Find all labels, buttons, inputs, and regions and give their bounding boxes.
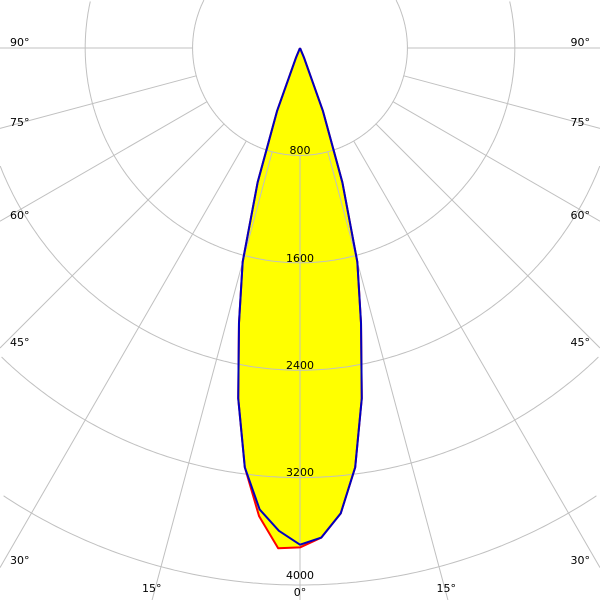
intensity-curve-1 xyxy=(237,47,363,546)
angle-label-left-90: 90° xyxy=(10,36,30,49)
angle-label-right-30: 30° xyxy=(571,554,591,567)
grid-radial-line xyxy=(0,101,208,222)
angle-label-right-75: 75° xyxy=(571,116,591,129)
grid-radial-line xyxy=(0,75,197,129)
radial-tick-label: 1600 xyxy=(286,252,314,265)
grid-radial-line xyxy=(375,123,600,349)
grid-circle xyxy=(84,1,516,264)
angle-label-right-60: 60° xyxy=(571,209,591,222)
grid-radial-line xyxy=(392,101,600,222)
grid-radial-line xyxy=(0,140,247,568)
grid-circle xyxy=(192,0,408,156)
angle-label-left-45: 45° xyxy=(10,336,30,349)
radial-tick-label: 2400 xyxy=(286,359,314,372)
curve-layer xyxy=(237,47,363,550)
radial-tick-label: 800 xyxy=(290,144,311,157)
angle-label-left-30: 30° xyxy=(10,554,30,567)
grid-radial-line xyxy=(353,140,600,568)
label-layer: 800 1600 2400 3200 4000 0° 90° 75° 60° 4… xyxy=(10,36,590,599)
angle-label-right-45: 45° xyxy=(571,336,591,349)
radial-tick-label: 3200 xyxy=(286,466,314,479)
grid-circle xyxy=(395,0,408,48)
angle-label-left-75: 75° xyxy=(10,116,30,129)
radial-tick-label: 4000 xyxy=(286,569,314,582)
grid-radial-line xyxy=(0,123,225,349)
angle-label-right-15: 15° xyxy=(437,582,457,595)
grid-circle xyxy=(509,1,516,48)
angle-label-0: 0° xyxy=(294,586,307,599)
grid-radial-line xyxy=(403,75,600,129)
grid-radial-line xyxy=(151,151,273,600)
grid-radial-line xyxy=(327,151,449,600)
angle-label-left-60: 60° xyxy=(10,209,30,222)
angle-label-right-90: 90° xyxy=(571,36,591,49)
angle-label-left-15: 15° xyxy=(142,582,162,595)
